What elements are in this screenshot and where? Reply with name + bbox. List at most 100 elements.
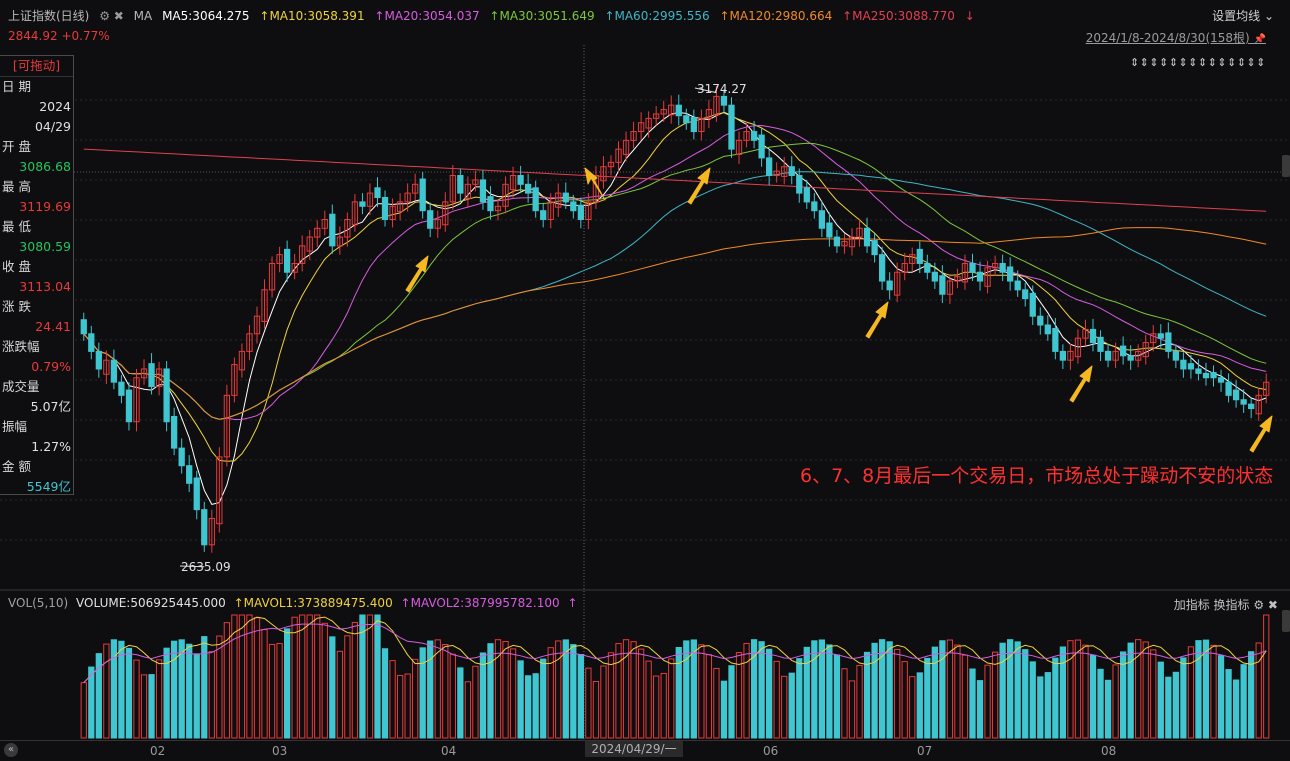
candle-down (193, 477, 200, 511)
ma250-line (83, 148, 1267, 212)
volume-bar-up (434, 639, 441, 739)
candle-up (1067, 350, 1074, 361)
volume-bar-down (1089, 654, 1097, 739)
right-scroll-handle[interactable] (1282, 155, 1290, 177)
volume-bar-up (396, 674, 404, 739)
candle-down (457, 175, 464, 194)
volume-bar-up (502, 641, 509, 739)
volume-bar-down (1195, 640, 1202, 739)
volume-bar-up (622, 639, 630, 739)
scroll-left-icon[interactable]: « (4, 743, 18, 757)
candle-down (80, 319, 87, 335)
volume-bar-up (585, 667, 592, 739)
arrow-up-right-icon (405, 255, 429, 293)
candle-up (600, 166, 607, 182)
candle-down (95, 350, 102, 370)
indicator-header: 上证指数(日线) ⚙ ✖ MA MA5:3064.275 ↑MA10:3058.… (8, 7, 981, 23)
high-point-pointer (694, 87, 717, 94)
candle-down (878, 254, 886, 282)
info-value: 3086.68 (19, 159, 71, 174)
candle-up (660, 109, 667, 115)
candle-up (1112, 350, 1119, 361)
x-tick-07: 07 (917, 744, 933, 758)
candle-down (1097, 336, 1104, 352)
candle-down (750, 131, 758, 141)
info-panel-header[interactable]: [可拖动] (0, 56, 73, 77)
volume-bar-down (675, 646, 682, 739)
low-point-pointer (179, 565, 205, 568)
candle-up (705, 109, 713, 119)
candle-up (961, 262, 969, 283)
candle-down (1044, 324, 1051, 335)
volume-bar-down (1014, 641, 1021, 739)
volume-bar-down (766, 648, 773, 739)
candle-up (231, 364, 238, 396)
candle-up (735, 139, 743, 155)
candle-up (246, 333, 253, 352)
volume-bar-down (969, 668, 976, 739)
set-ma-button[interactable]: 设置均线 ⌄ (1212, 9, 1274, 23)
candle-up (1150, 333, 1157, 344)
volume-bar-up (133, 659, 140, 739)
candle-down (577, 204, 584, 220)
candle-down (163, 368, 170, 423)
candle-up (472, 179, 479, 185)
candle-down (1014, 280, 1021, 291)
volume-bar-down (517, 660, 524, 739)
volume-bar-down (1052, 657, 1059, 739)
volume-bar-down (1248, 651, 1255, 739)
volume-bar-up (216, 635, 223, 739)
candle-up (653, 113, 660, 119)
candle-down (479, 179, 487, 203)
volume-bar-down (1127, 642, 1134, 739)
volume-bar-up (653, 675, 660, 739)
volume-bar-up (856, 664, 863, 739)
candle-up (155, 368, 163, 388)
candle-up (607, 161, 615, 168)
candle-down (1240, 399, 1247, 405)
volume-bar-down (1037, 676, 1044, 739)
info-value: 3113.04 (19, 279, 71, 294)
annotation-text: 6、7、8月最后一个交易日，市场总处于躁动不安的状态 (800, 465, 1274, 487)
right-scroll-handle-lower[interactable] (1282, 610, 1290, 632)
info-value: 1.27% (31, 439, 71, 454)
volume-bar-down (163, 647, 170, 739)
volume-bar-down (479, 652, 487, 739)
zoom-arrows[interactable]: ⇕⇕⇕⇕⇕⇕⇕⇕⇕⇕⇕⇕⇕⇕ (1129, 56, 1266, 69)
candle-up (449, 175, 456, 203)
volume-bar-up (954, 644, 961, 739)
candle-up (1263, 381, 1270, 396)
date-range[interactable]: 2024/1/8-2024/8/30(158根) 📌 (1086, 29, 1266, 46)
candle-up (909, 254, 916, 264)
candle-down (283, 248, 291, 273)
arrow-up-right-icon (865, 301, 889, 339)
candle-up (291, 262, 298, 273)
volume-bar-up (140, 674, 148, 739)
info-panel[interactable]: [可拖动] 日 期 2024 04/29 开 盘 3086.68 最 高 3119.69 最 … (0, 55, 74, 495)
ma5-line (83, 111, 1267, 505)
arrow-up-right-icon (1069, 365, 1093, 403)
candle-up (668, 104, 675, 116)
candle-up (1074, 337, 1082, 358)
candle-down (833, 236, 841, 247)
volume-bar-down (999, 642, 1006, 739)
ma30-value: ↑MA30:3051.649 (489, 9, 595, 23)
volume-bar-down (125, 647, 133, 739)
chart-settings-icons[interactable]: ⚙ ✖ (99, 9, 124, 23)
candle-up (464, 183, 472, 199)
pin-icon[interactable]: 📌 (1253, 34, 1266, 45)
volume-bar-up (555, 640, 562, 739)
candle-down (1187, 363, 1195, 370)
candle-down (517, 175, 524, 185)
candle-down (758, 134, 765, 159)
candle-down (562, 192, 569, 203)
candle-up (133, 377, 140, 423)
volume-bar-up (253, 617, 261, 739)
volume-tools[interactable]: 加指标 换指标 ⚙ ✖ (1173, 598, 1278, 612)
candle-down (1119, 345, 1127, 357)
date-range-text[interactable]: 2024/1/8-2024/8/30(158根) (1085, 31, 1250, 45)
volume-bar-up (773, 660, 780, 739)
volume-bar-down (728, 665, 735, 739)
volume-bar-up (1074, 639, 1082, 739)
